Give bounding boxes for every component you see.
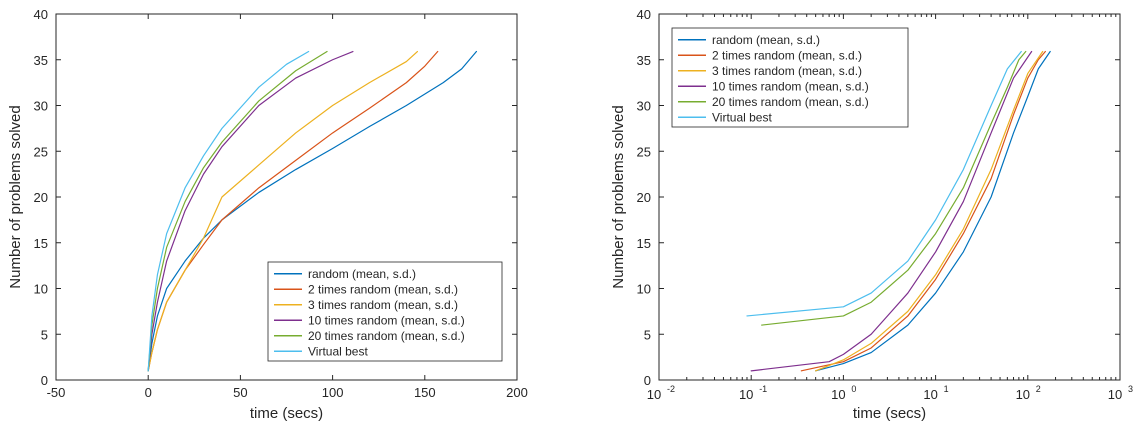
x-tick-label: 200: [506, 385, 528, 400]
y-tick-label: 0: [41, 373, 48, 388]
y-tick-label: 25: [637, 144, 651, 159]
legend-label: 2 times random (mean, s.d.): [308, 282, 458, 296]
legend: random (mean, s.d.)2 times random (mean,…: [267, 261, 503, 362]
y-tick-label: 15: [637, 236, 651, 251]
x-tick-label: 10: [923, 387, 937, 402]
y-tick-label: 30: [637, 99, 651, 114]
y-tick-label: 35: [34, 53, 48, 68]
x-tick-label: 0: [145, 385, 152, 400]
legend-label: Virtual best: [712, 110, 772, 124]
x-tick-label: 50: [233, 385, 247, 400]
x-tick-label: 100: [322, 385, 344, 400]
series-lines: [147, 50, 478, 372]
x-tick-label: 10: [1016, 387, 1030, 402]
x-axis-label: time (secs): [853, 405, 926, 422]
x-tick-label: 10: [647, 387, 661, 402]
x-tick-label: 10: [739, 387, 753, 402]
x-tick-label-exponent: -1: [759, 384, 767, 394]
series-line-1: [815, 50, 1051, 372]
y-tick-label: 20: [637, 190, 651, 205]
legend-label: 10 times random (mean, s.d.): [308, 313, 465, 327]
series-line-5: [761, 50, 1027, 326]
x-tick-label-exponent: 2: [1036, 384, 1041, 394]
y-tick-label: 25: [34, 144, 48, 159]
legend-label: 3 times random (mean, s.d.): [308, 298, 458, 312]
legend-label: 2 times random (mean, s.d.): [712, 48, 862, 62]
legend-label: 10 times random (mean, s.d.): [712, 79, 869, 93]
series-line-3: [815, 50, 1044, 372]
legend-label: 20 times random (mean, s.d.): [308, 329, 465, 343]
series-line-1: [147, 50, 478, 372]
x-tick-label-exponent: 3: [1128, 384, 1133, 394]
y-tick-label: 40: [637, 7, 651, 22]
series-line-6: [746, 50, 1022, 317]
legend-label: random (mean, s.d.): [712, 33, 820, 47]
y-tick-label: 40: [34, 7, 48, 22]
y-axis-label: Number of problems solved: [7, 105, 24, 288]
y-tick-label: 20: [34, 190, 48, 205]
legend-label: random (mean, s.d.): [308, 267, 416, 281]
y-tick-label: 10: [637, 282, 651, 297]
legend-label: 20 times random (mean, s.d.): [712, 95, 869, 109]
series-line-6: [147, 50, 310, 372]
x-tick-label: 10: [831, 387, 845, 402]
x-tick-label-exponent: 1: [944, 384, 949, 394]
y-tick-label: 5: [41, 327, 48, 342]
y-axis-label: Number of problems solved: [610, 105, 627, 288]
x-axis-label: time (secs): [250, 405, 323, 422]
x-tick-label: 150: [414, 385, 436, 400]
series-line-4: [750, 50, 1033, 372]
y-tick-label: 35: [637, 53, 651, 68]
series-line-5: [147, 50, 328, 372]
y-tick-label: 30: [34, 99, 48, 114]
x-tick-label-exponent: -2: [667, 384, 675, 394]
y-tick-label: 10: [34, 282, 48, 297]
series-lines: [746, 50, 1051, 372]
y-tick-label: 5: [644, 327, 651, 342]
y-tick-label: 15: [34, 236, 48, 251]
legend: random (mean, s.d.)2 times random (mean,…: [671, 27, 909, 128]
chart-2: 10 -2 10 -1 10 0 10 1 10 2 10 30510152025303540time…: [610, 7, 1133, 422]
x-tick-label: -50: [47, 385, 66, 400]
series-line-3: [147, 50, 419, 372]
series-line-4: [147, 50, 354, 372]
legend-label: 3 times random (mean, s.d.): [712, 64, 862, 78]
x-tick-label-exponent: 0: [851, 384, 856, 394]
x-tick-label: 10: [1108, 387, 1122, 402]
legend-label: Virtual best: [308, 344, 368, 358]
legend-box: [671, 27, 909, 128]
y-tick-label: 0: [644, 373, 651, 388]
series-line-2: [800, 50, 1046, 372]
legend-box: [267, 261, 503, 362]
